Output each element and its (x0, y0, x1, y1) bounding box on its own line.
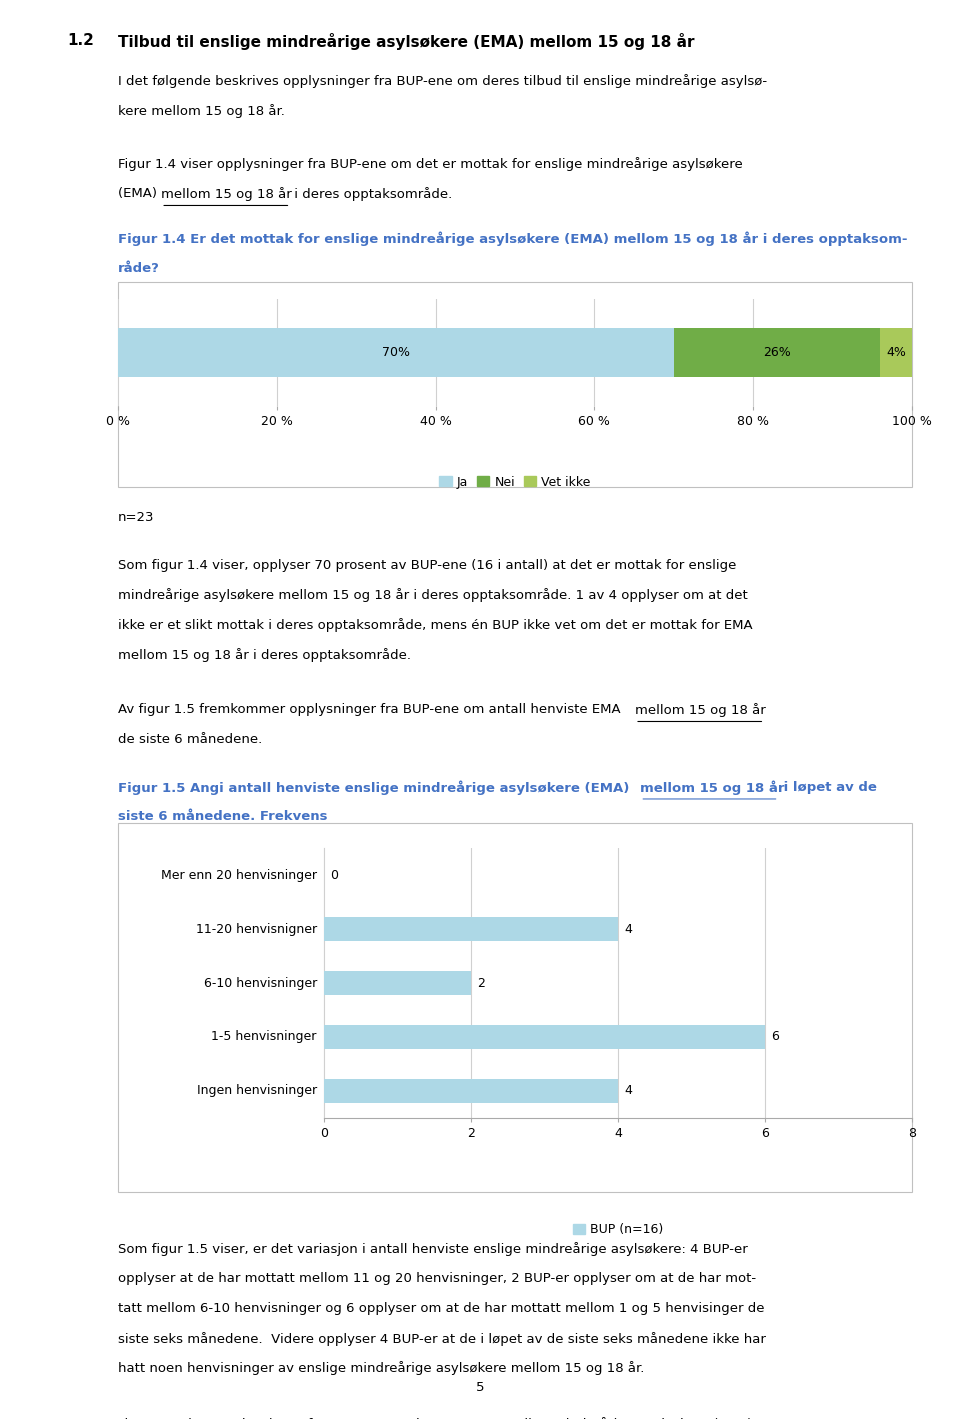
Bar (118, 282, 912, 487)
Text: n=23: n=23 (118, 511, 155, 524)
Text: tatt mellom 6-10 henvisninger og 6 opplyser om at de har mottatt mellom 1 og 5 h: tatt mellom 6-10 henvisninger og 6 opply… (118, 1301, 764, 1315)
Text: kere mellom 15 og 18 år.: kere mellom 15 og 18 år. (118, 104, 285, 118)
Text: Mer enn 20 henvisninger: Mer enn 20 henvisninger (160, 868, 317, 881)
Legend: BUP (n=16): BUP (n=16) (568, 1219, 668, 1242)
Text: Av figur 1.5 fremkommer opplysninger fra BUP-ene om antall henviste EMA: Av figur 1.5 fremkommer opplysninger fra… (118, 702, 625, 717)
Text: 26%: 26% (763, 346, 791, 359)
Text: i løpet av de: i løpet av de (779, 780, 876, 793)
Bar (324, 1025, 765, 1049)
Text: siste seks månedene.  Videre opplyser 4 BUP-er at de i løpet av de siste seks må: siste seks månedene. Videre opplyser 4 B… (118, 1331, 766, 1345)
Text: 5: 5 (476, 1381, 484, 1395)
Text: mellom 15 og 18 år: mellom 15 og 18 år (640, 780, 785, 795)
Bar (324, 1078, 618, 1103)
Text: Figur 1.6 viser opplysninger fra BUP-ene om hvor mange enslige mindreårige asyls: Figur 1.6 viser opplysninger fra BUP-ene… (118, 1416, 753, 1419)
Text: Figur 1.5 Angi antall henviste enslige mindreårige asylsøkere (EMA): Figur 1.5 Angi antall henviste enslige m… (118, 780, 635, 795)
Text: i deres opptaksområde.: i deres opptaksområde. (291, 187, 453, 201)
Text: siste 6 månedene. Frekvens: siste 6 månedene. Frekvens (118, 810, 327, 823)
Bar (324, 971, 471, 995)
Text: hatt noen henvisninger av enslige mindreårige asylsøkere mellom 15 og 18 år.: hatt noen henvisninger av enslige mindre… (118, 1361, 644, 1375)
Text: Som figur 1.4 viser, opplyser 70 prosent av BUP-ene (16 i antall) at det er mott: Som figur 1.4 viser, opplyser 70 prosent… (118, 559, 736, 572)
Bar (118, 823, 912, 1192)
Text: 70%: 70% (382, 346, 410, 359)
Bar (880, 328, 912, 377)
Text: 6: 6 (771, 1030, 779, 1043)
Text: Figur 1.4 viser opplysninger fra BUP-ene om det er mottak for enslige mindreårig: Figur 1.4 viser opplysninger fra BUP-ene… (118, 158, 743, 172)
Text: mindreårige asylsøkere mellom 15 og 18 år i deres opptaksområde. 1 av 4 opplyser: mindreårige asylsøkere mellom 15 og 18 å… (118, 589, 748, 602)
Text: mellom 15 og 18 år: mellom 15 og 18 år (161, 187, 292, 201)
Text: 1-5 henvisninger: 1-5 henvisninger (211, 1030, 317, 1043)
Text: opplyser at de har mottatt mellom 11 og 20 henvisninger, 2 BUP-er opplyser om at: opplyser at de har mottatt mellom 11 og … (118, 1271, 756, 1286)
Text: 2: 2 (477, 976, 485, 989)
Text: Ingen henvisninger: Ingen henvisninger (197, 1084, 317, 1097)
Legend: Ja, Nei, Vet ikke: Ja, Nei, Vet ikke (434, 471, 596, 494)
Text: Tilbud til enslige mindreårige asylsøkere (EMA) mellom 15 og 18 år: Tilbud til enslige mindreårige asylsøker… (118, 33, 695, 50)
Text: Som figur 1.5 viser, er det variasjon i antall henviste enslige mindreårige asyl: Som figur 1.5 viser, er det variasjon i … (118, 1242, 748, 1256)
Bar (324, 917, 618, 941)
Text: 1.2: 1.2 (67, 33, 94, 48)
Text: de siste 6 månedene.: de siste 6 månedene. (118, 732, 262, 746)
Text: I det følgende beskrives opplysninger fra BUP-ene om deres tilbud til enslige mi: I det følgende beskrives opplysninger fr… (118, 74, 767, 88)
Text: (EMA): (EMA) (118, 187, 161, 200)
Text: 0: 0 (330, 868, 338, 881)
Text: råde?: råde? (118, 261, 160, 274)
Text: mellom 15 og 18 år: mellom 15 og 18 år (636, 702, 766, 717)
Bar (118, 328, 674, 377)
Bar (674, 328, 880, 377)
Text: 4: 4 (624, 1084, 632, 1097)
Text: 6-10 henvisninger: 6-10 henvisninger (204, 976, 317, 989)
Text: ikke er et slikt mottak i deres opptaksområde, mens én BUP ikke vet om det er mo: ikke er et slikt mottak i deres opptakso… (118, 619, 753, 631)
Text: mellom 15 og 18 år i deres opptaksområde.: mellom 15 og 18 år i deres opptaksområde… (118, 648, 411, 661)
Text: Figur 1.4 Er det mottak for enslige mindreårige asylsøkere (EMA) mellom 15 og 18: Figur 1.4 Er det mottak for enslige mind… (118, 231, 907, 247)
Text: 4: 4 (624, 922, 632, 935)
Text: 4%: 4% (886, 346, 906, 359)
Text: 11-20 henvisnigner: 11-20 henvisnigner (196, 922, 317, 935)
